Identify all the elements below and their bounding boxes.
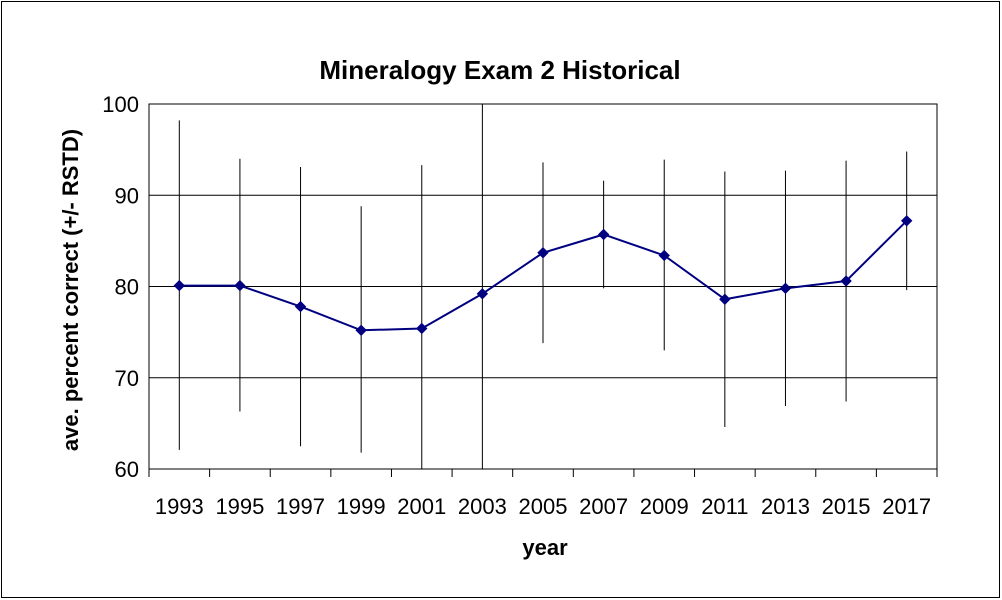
plot-area: 60 70 80 90 100 1993 1995 1997 1999 2001 2003 2005 2… (102, 92, 938, 519)
data-point (294, 300, 307, 313)
data-point (537, 247, 549, 259)
x-tick-label: 2013 (761, 494, 810, 519)
data-point (476, 288, 489, 300)
x-tick-label: 2005 (519, 494, 568, 519)
data-point (719, 293, 731, 305)
x-tick-label: 2011 (701, 494, 748, 519)
x-axis-label: year (522, 535, 568, 560)
y-tick-label: 70 (115, 366, 139, 391)
data-point (900, 215, 913, 227)
x-tick-label: 2015 (822, 494, 871, 519)
y-tick-label: 90 (115, 183, 139, 208)
x-tick-label: 1999 (337, 494, 386, 519)
y-tick-label: 100 (102, 92, 139, 117)
x-tick-label: 2003 (458, 494, 507, 519)
data-point (416, 322, 428, 335)
data-point (658, 249, 670, 262)
data-point (840, 275, 852, 287)
plot-frame (148, 103, 938, 470)
x-tick-label: 1995 (215, 494, 264, 519)
data-point (355, 324, 367, 337)
chart-title: Mineralogy Exam 2 Historical (319, 55, 680, 85)
x-tick-label: 2017 (882, 494, 931, 519)
y-tick-label: 60 (115, 457, 139, 482)
data-point (234, 279, 246, 292)
data-point (173, 279, 186, 292)
data-point (779, 282, 792, 295)
x-tick-label: 1997 (276, 494, 325, 519)
y-tick-label: 80 (115, 275, 139, 300)
x-tick-label: 1993 (155, 494, 204, 519)
data-point (597, 228, 610, 241)
x-tick-label: 2009 (640, 494, 689, 519)
y-axis-label: ave. percent correct (+/- RSTD) (58, 129, 83, 451)
x-tick-label: 2007 (579, 494, 628, 519)
x-tick-label: 2001 (397, 494, 446, 519)
